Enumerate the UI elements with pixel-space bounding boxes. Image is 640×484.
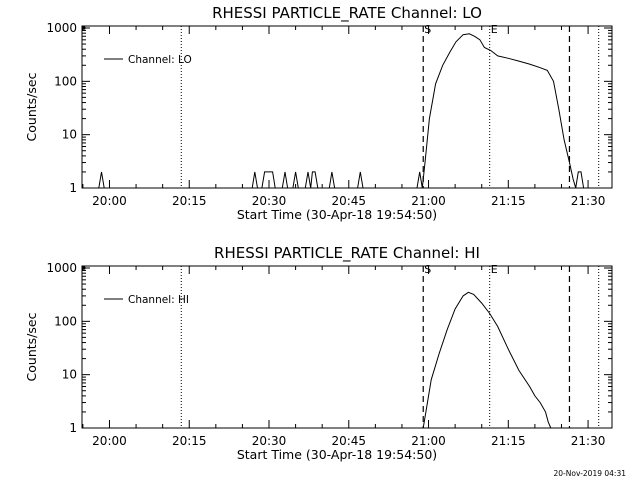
legend-label: Channel: LO	[128, 54, 192, 66]
x-axis-label: Start Time (30-Apr-18 19:54:50)	[237, 207, 437, 222]
x-tick-label: 21:15	[491, 434, 526, 448]
y-tick-label: 1	[69, 421, 77, 435]
y-axis-label: Counts/sec	[24, 312, 39, 381]
series-line	[422, 291, 552, 429]
y-tick-label: 10	[62, 368, 77, 382]
y-tick-label: 1000	[46, 261, 77, 275]
plot-frame	[81, 265, 613, 429]
x-tick-label: 21:00	[411, 194, 446, 208]
y-tick-label: 1	[69, 181, 77, 195]
footer-timestamp: 20-Nov-2019 04:31	[554, 469, 627, 478]
x-tick-label: 21:30	[571, 194, 606, 208]
event-marker-s: S	[424, 263, 431, 276]
event-marker-e: E	[491, 263, 498, 276]
chart-title: RHESSI PARTICLE_RATE Channel: LO	[212, 4, 482, 23]
x-tick-label: 20:00	[92, 434, 127, 448]
y-tick-label: 1000	[46, 21, 77, 35]
x-axis-label: Start Time (30-Apr-18 19:54:50)	[237, 447, 437, 462]
x-tick-label: 20:00	[92, 194, 127, 208]
series-line	[82, 33, 610, 189]
corner-marker	[82, 266, 86, 270]
x-tick-label: 20:30	[252, 194, 287, 208]
x-tick-label: 20:45	[331, 434, 366, 448]
x-tick-label: 20:45	[331, 194, 366, 208]
chart-panel-1: RHESSI PARTICLE_RATE Channel: LO 1 10 100 10…	[24, 4, 613, 222]
chart-panel-2: RHESSI PARTICLE_RATE Channel: HI 1 10 100 10…	[24, 244, 613, 462]
y-axis-label: Counts/sec	[24, 72, 39, 141]
y-tick-label: 100	[54, 314, 77, 328]
legend-label: Channel: HI	[128, 294, 189, 306]
event-marker-e: E	[491, 23, 498, 36]
x-tick-label: 21:15	[491, 194, 526, 208]
chart-title: RHESSI PARTICLE_RATE Channel: HI	[214, 244, 480, 263]
x-tick-label: 21:30	[571, 434, 606, 448]
x-tick-label: 20:30	[252, 434, 287, 448]
x-tick-label: 20:15	[172, 434, 207, 448]
y-tick-label: 100	[54, 74, 77, 88]
x-tick-label: 20:15	[172, 194, 207, 208]
plot-frame	[81, 25, 613, 189]
event-marker-s: S	[424, 23, 431, 36]
y-tick-label: 10	[62, 128, 77, 142]
corner-marker	[82, 26, 86, 30]
x-tick-label: 21:00	[411, 434, 446, 448]
